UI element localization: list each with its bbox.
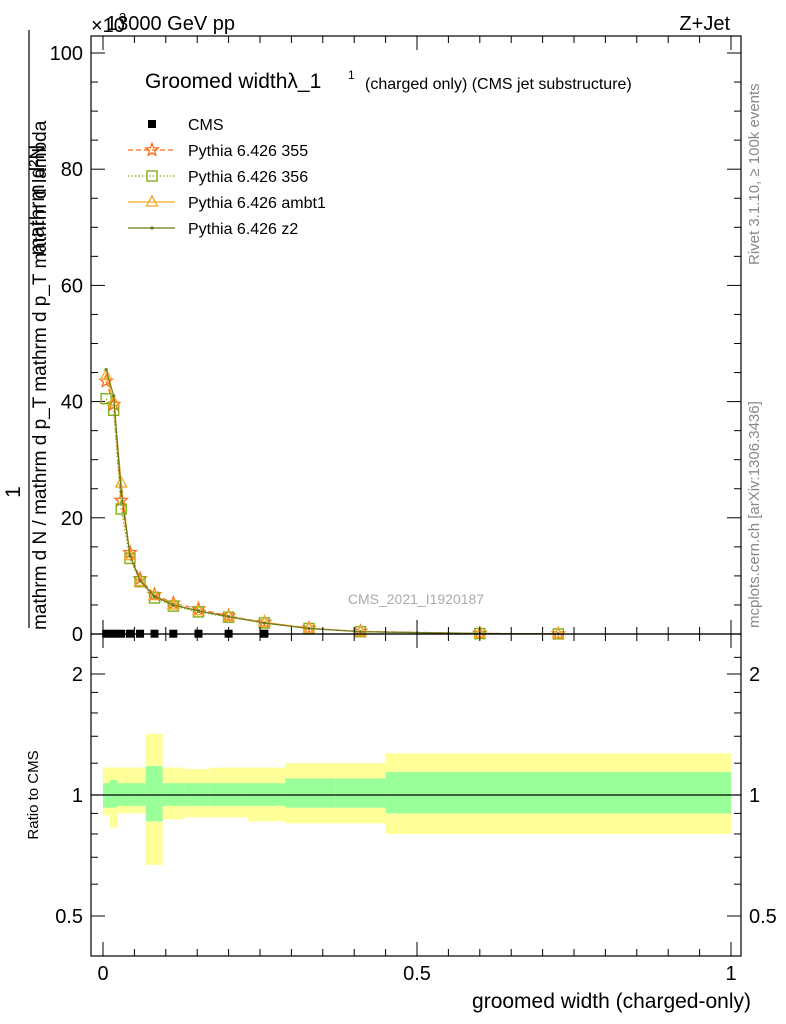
- plot-title-superscript: 1: [348, 68, 355, 82]
- series-line-pythia-6-426-z2: [105, 369, 559, 635]
- y-tick-label: 40: [61, 392, 83, 414]
- rivet-label: Rivet 3.1.10, ≥ 100k events: [746, 83, 763, 265]
- data-point-pythia-6-426-ambt1: [99, 368, 113, 381]
- ratio-tick-label: 0.5: [55, 906, 83, 928]
- y-label-numerator: mathrm d²N: [26, 145, 49, 256]
- header-exponent: ×10: [91, 15, 125, 37]
- ratio-band-inner: [109, 779, 118, 808]
- data-point-pythia-6-426-z2: [262, 621, 266, 625]
- data-point-pythia-6-426-ambt1: [107, 394, 121, 407]
- ratio-bands: [103, 733, 731, 865]
- ratio-y-label: Ratio to CMS: [25, 750, 42, 839]
- legend-marker: [148, 120, 156, 128]
- plot-subtitle: (charged only) (CMS jet substructure): [365, 76, 632, 93]
- y-tick-label: 0: [72, 624, 83, 646]
- plot-title: Groomed widthλ_1: [145, 70, 321, 93]
- y-label-denominator-visible: mathrm d N / mathrm d p_T mathrm d p_T m…: [30, 120, 51, 630]
- data-point-pythia-6-426-356: [115, 503, 127, 515]
- ratio-tick-label: 2: [72, 664, 83, 686]
- data-point-pythia-6-426-ambt1: [551, 626, 565, 639]
- watermark: CMS_2021_I1920187: [348, 591, 484, 607]
- data-point-pythia-6-426-ambt1: [147, 588, 162, 601]
- legend-label: Pythia 6.426 355: [188, 143, 308, 160]
- data-point-pythia-6-426-z2: [307, 626, 311, 631]
- legend-label: Pythia 6.426 356: [188, 169, 308, 186]
- main-plot-panel: 0 20 40 60 80 100 Groomed widthλ_1 1 (charged…: [2, 30, 742, 646]
- data-point-pythia-6-426-z2: [104, 368, 108, 372]
- x-axis: 0 0.5 1: [97, 36, 737, 985]
- y-tick-label: 80: [61, 159, 83, 181]
- x-tick-label: 0: [97, 963, 108, 985]
- data-point-pythia-6-426-z2: [138, 578, 142, 583]
- data-point-pythia-6-426-z2: [128, 553, 132, 558]
- ratio-tick-label: 1: [72, 785, 83, 807]
- y-tick-label: 60: [61, 275, 83, 297]
- legend-label: Pythia 6.426 ambt1: [188, 195, 326, 212]
- data-point-pythia-6-426-ambt1: [257, 615, 271, 628]
- data-point-pythia-6-426-ambt1: [133, 574, 147, 587]
- ratio-band-inner: [385, 772, 731, 814]
- ratio-tick-label-right: 2: [749, 664, 760, 686]
- ratio-plot-frame: [90, 633, 742, 957]
- ratio-band-inner: [335, 778, 386, 808]
- data-point-pythia-6-426-z2: [112, 394, 116, 398]
- y-label-prefix: 1: [2, 486, 25, 498]
- x-tick-label: 1: [725, 963, 736, 985]
- header-left: 13000 GeV pp: [106, 13, 235, 35]
- data-point-pythia-6-426-355: [113, 492, 130, 508]
- header-exponent-power: 3: [119, 10, 126, 25]
- series-line-pythia-6-426-355: [105, 381, 559, 635]
- data-point-pythia-6-426-z2: [196, 609, 201, 613]
- data-point-pythia-6-426-z2: [152, 594, 157, 598]
- y-tick-label: 100: [50, 43, 83, 65]
- legend-marker: [145, 194, 159, 207]
- ratio-tick-label-right: 0.5: [749, 906, 777, 928]
- ratio-band-inner: [145, 766, 163, 822]
- data-point-pythia-6-426-ambt1: [302, 620, 316, 633]
- data-point-pythia-6-426-ambt1: [123, 548, 137, 561]
- data-point-pythia-6-426-z2: [358, 630, 363, 634]
- data-point-pythia-6-426-z2: [227, 614, 231, 619]
- legend-label: Pythia 6.426 z2: [188, 221, 298, 238]
- header-right: Z+Jet: [679, 13, 730, 35]
- data-point-pythia-6-426-z2: [119, 490, 123, 494]
- legend-marker: [146, 170, 158, 182]
- mcplots-label: mcplots.cern.ch [arXiv:1306.3436]: [746, 401, 763, 628]
- ratio-plot-panel: 0.5 0.51 12 2 0 0.5 1 Ratio to CMS groomed wi…: [25, 36, 777, 1013]
- x-axis-label: groomed width (charged-only): [472, 990, 751, 1013]
- x-tick-label: 0.5: [403, 963, 431, 985]
- legend: CMS Pythia 6.426 355 Pythia 6.426 356 Pythi…: [128, 117, 326, 238]
- main-y-axis: 0 20 40 60 80 100: [50, 43, 741, 646]
- data-point-pythia-6-426-356: [100, 392, 112, 405]
- ratio-tick-label-right: 1: [749, 785, 760, 807]
- legend-marker: [144, 141, 160, 157]
- y-tick-label: 20: [61, 508, 83, 530]
- data-point-pythia-6-426-z2: [171, 603, 175, 607]
- legend-label: CMS: [188, 117, 224, 134]
- series-line-pythia-6-426-ambt1: [105, 375, 559, 635]
- ratio-band-inner: [285, 778, 336, 808]
- main-data-marks: [98, 368, 567, 641]
- legend-marker: [150, 226, 154, 230]
- ratio-y-axis: 0.5 0.5 1 1 2 2: [55, 656, 777, 928]
- data-point-pythia-6-426-ambt1: [353, 624, 368, 637]
